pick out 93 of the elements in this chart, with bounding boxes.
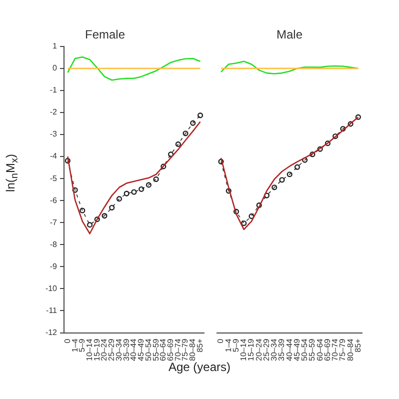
point [80, 208, 86, 214]
x-axis-title: Age (years) [168, 360, 232, 374]
x-tick-label: 5–9 [78, 338, 87, 352]
x-tick-label: 15–19 [246, 338, 256, 362]
point [197, 112, 204, 118]
x-tick-label: 35–39 [122, 338, 131, 362]
x-tick-label: 55–59 [151, 338, 160, 362]
point [124, 190, 130, 196]
x-tick-label: 75–79 [180, 338, 190, 362]
x-tick-label: 80–84 [188, 338, 198, 362]
x-tick-label: 85+ [195, 338, 204, 352]
point [146, 182, 152, 188]
point [332, 133, 338, 140]
x-tick-label: 30–34 [114, 338, 124, 362]
point [168, 152, 174, 158]
point [317, 146, 323, 152]
x-tick-label: 50–54 [144, 338, 153, 362]
x-tick-label: 40–44 [284, 338, 294, 362]
point [218, 158, 224, 164]
x-tick-label: 10–14 [84, 338, 94, 362]
y-tick-label: -1 [50, 86, 58, 95]
x-tick-label: 0 [216, 338, 226, 344]
x-tick-label: 60–64 [315, 338, 324, 362]
point [182, 130, 188, 136]
x-tick-label: 50–54 [300, 338, 310, 362]
point [160, 164, 166, 170]
x-tick-label: 20–24 [100, 338, 109, 362]
x-tick-label: 80–84 [346, 338, 355, 362]
y-tick-label: -2 [50, 108, 58, 117]
x-tick-label: 70–74 [173, 338, 182, 362]
point [324, 140, 331, 146]
point [153, 176, 159, 182]
point [226, 188, 232, 194]
point [190, 120, 196, 126]
chart-title: Female [84, 28, 126, 42]
point [302, 157, 308, 163]
point [138, 186, 144, 192]
x-tick-label: 15–19 [92, 338, 102, 362]
point [355, 114, 361, 120]
point [116, 196, 122, 202]
x-tick-label: 75–79 [338, 338, 348, 362]
x-tick-label: 65–69 [322, 338, 332, 362]
point [294, 164, 300, 170]
y-tick-label: -7 [50, 218, 58, 227]
x-tick-label: 70–74 [330, 338, 340, 362]
point [348, 121, 354, 127]
point [72, 187, 78, 193]
point [279, 177, 285, 183]
x-tick-label: 45–49 [136, 338, 146, 362]
y-tick-label: -8 [50, 240, 58, 249]
point [102, 212, 108, 219]
y-tick-label: -6 [50, 196, 58, 205]
x-tick-label: 35–39 [277, 338, 286, 362]
x-tick-label: 0 [62, 338, 72, 344]
y-tick-label: -12 [45, 328, 58, 337]
point [272, 184, 278, 190]
point [256, 202, 262, 208]
point [94, 216, 100, 222]
x-tick-label: 30–34 [270, 338, 279, 362]
point [264, 192, 270, 198]
y-tick-label: -9 [50, 262, 58, 271]
y-tick-label: -3 [50, 130, 58, 139]
x-tick-label: 55–59 [308, 338, 317, 362]
y-tick-label: -5 [50, 174, 58, 183]
x-tick-label: 5–9 [231, 338, 240, 352]
y-tick-label: -11 [46, 306, 58, 315]
point [248, 213, 254, 220]
chart-title: Male [276, 28, 303, 42]
x-tick-label: 1–4 [70, 338, 80, 352]
point [233, 208, 240, 214]
x-tick-label: 60–64 [158, 338, 168, 362]
x-tick-label: 20–24 [254, 338, 264, 362]
point [86, 222, 93, 228]
x-tick-label: 10–14 [239, 338, 248, 362]
point [131, 189, 137, 195]
x-tick-label: 65–69 [166, 338, 176, 362]
point [64, 158, 70, 164]
point [310, 152, 316, 158]
x-tick-label: 40–44 [129, 338, 138, 362]
y-tick-label: -10 [45, 284, 58, 293]
point [109, 204, 115, 210]
x-tick-label: 85+ [353, 338, 362, 352]
x-tick-label: 1–4 [224, 338, 233, 352]
point [340, 126, 346, 132]
y-tick-label: -4 [50, 152, 58, 161]
y-tick-label: 0 [52, 64, 58, 73]
point [175, 141, 181, 147]
x-tick-label: 45–49 [292, 338, 302, 362]
point [241, 220, 247, 226]
point [286, 172, 292, 178]
x-tick-label: 25–29 [262, 338, 271, 362]
y-tick-label: 1 [52, 42, 58, 51]
x-tick-label: 25–29 [107, 338, 116, 362]
